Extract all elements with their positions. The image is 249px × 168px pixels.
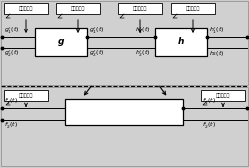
Text: g: g [58,37,64,47]
Text: $f_1'(t)$: $f_1'(t)$ [4,97,18,107]
Text: 输入参考面: 输入参考面 [133,6,147,11]
Bar [65,99,183,125]
Bar [171,3,215,14]
Text: 输出参考面: 输出参考面 [186,6,200,11]
Text: 输出参考面: 输出参考面 [216,93,230,98]
Text: $f_2'(t)$: $f_2'(t)$ [4,121,18,131]
Bar [201,90,245,101]
Text: $g_1'(t)$: $g_1'(t)$ [89,26,105,36]
Text: $h_1'(t)$: $h_1'(t)$ [135,26,151,36]
Text: $h_2(t)$: $h_2(t)$ [209,49,225,58]
Text: $f_1'(t)$: $f_1'(t)$ [202,97,216,107]
Text: $h_2'(t)$: $h_2'(t)$ [135,49,151,59]
Bar [118,3,162,14]
Bar [4,90,48,101]
Bar [56,3,100,14]
Bar [1,87,248,166]
Bar [4,3,48,14]
Text: 输出参考面: 输出参考面 [71,6,85,11]
Bar [35,28,87,56]
Text: h: h [178,37,184,47]
Text: $g_2'(t)$: $g_2'(t)$ [4,49,20,59]
Text: $h_1'(t)$: $h_1'(t)$ [209,26,225,36]
Text: $g_2'(t)$: $g_2'(t)$ [89,49,105,59]
Bar [1,1,248,85]
Text: $g_1'(t)$: $g_1'(t)$ [4,26,20,36]
Text: 电子发烧友: 电子发烧友 [127,114,141,118]
Text: 输入参考面: 输入参考面 [19,6,33,11]
Text: www.elecfans.com: www.elecfans.com [118,119,150,123]
Text: 输入参考面: 输入参考面 [19,93,33,98]
Text: $f_2'(t)$: $f_2'(t)$ [202,121,216,131]
Bar [155,28,207,56]
